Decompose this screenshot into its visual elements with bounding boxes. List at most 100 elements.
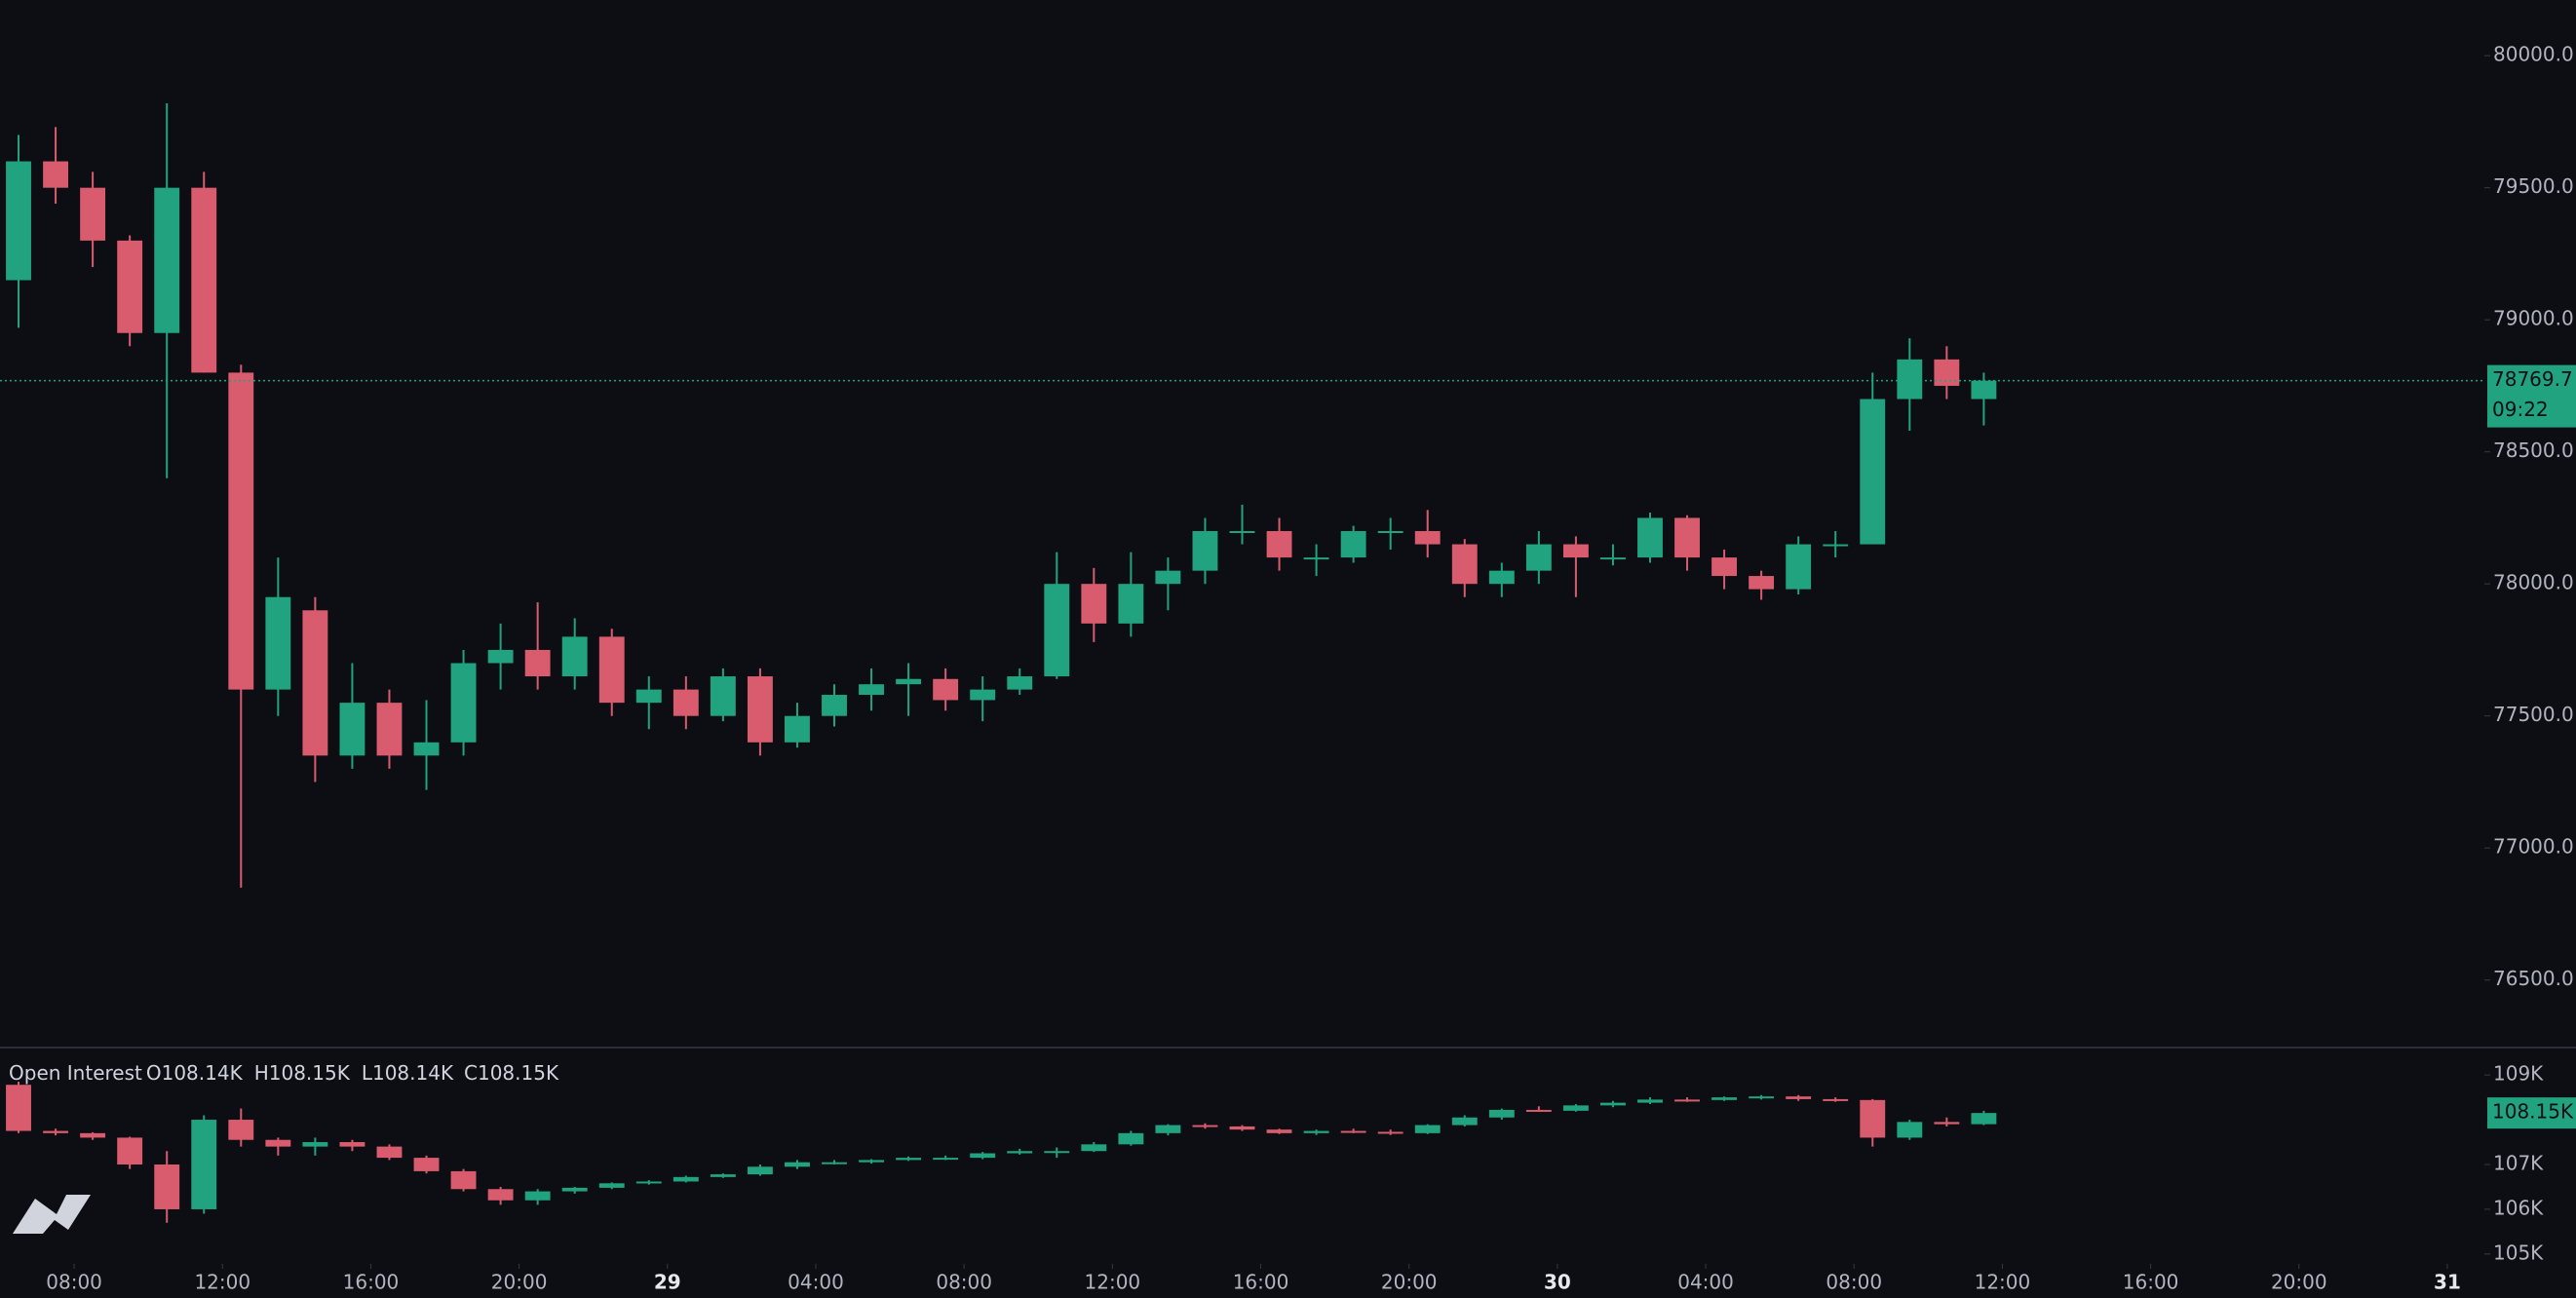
candle-body (1860, 399, 1886, 545)
y-tick-label: 105K (2493, 1241, 2544, 1264)
candle-body (191, 187, 217, 373)
candle-body (1192, 530, 1218, 571)
candle-body (1600, 1102, 1626, 1106)
indicator-value: L108.14K (362, 1061, 454, 1085)
candle-body (970, 1153, 996, 1159)
candle-body (339, 703, 365, 756)
x-tick-label: 30 (1544, 1271, 1571, 1294)
x-tick-label: 20:00 (1381, 1271, 1438, 1294)
candle-body (785, 1162, 810, 1167)
candle-body (265, 596, 291, 690)
y-tick-label: 79500.0 (2493, 174, 2574, 198)
candle-body (635, 689, 662, 704)
candle-body (1860, 1099, 1886, 1138)
last-price-box (2487, 364, 2576, 428)
candle-body (1451, 544, 1478, 585)
x-tick-label: 20:00 (491, 1271, 548, 1294)
candle-body (785, 715, 810, 743)
candle-body (1118, 1132, 1144, 1145)
candle-body (1674, 517, 1700, 558)
y-tick-label: 107K (2493, 1152, 2544, 1175)
candle-body (1637, 1099, 1663, 1103)
candle-body (1823, 544, 1849, 547)
candle-body (933, 1158, 959, 1161)
x-tick-label: 16:00 (1233, 1271, 1289, 1294)
countdown-label: 09:22 (2492, 398, 2549, 421)
x-tick-label: 29 (654, 1271, 681, 1294)
candle-body (1303, 557, 1329, 560)
candle-body (117, 1137, 143, 1164)
indicator-legend: Open Interest O108.14K H108.15K L108.14K C10… (9, 1061, 559, 1085)
candle-body (6, 1085, 31, 1131)
candle-body (1562, 544, 1589, 558)
candle-body (302, 610, 328, 756)
candle-body (450, 663, 477, 743)
y-tick-label: 80000.0 (2493, 43, 2574, 66)
y-tick-label: 106K (2493, 1196, 2544, 1219)
x-tick-label: 08:00 (1826, 1271, 1882, 1294)
logo[interactable] (13, 1195, 91, 1234)
candle-body (822, 1162, 847, 1164)
candle-body (265, 1139, 291, 1147)
candle-body (1229, 530, 1255, 533)
candle-body (228, 1120, 254, 1140)
candle-body (413, 742, 440, 756)
last-value-box (2487, 1097, 2576, 1129)
candle-body (1897, 359, 1923, 400)
x-tick-label: 20:00 (2271, 1271, 2327, 1294)
candle-body (1118, 584, 1144, 624)
candle-body (1044, 1151, 1070, 1154)
candle-body (376, 703, 403, 756)
candle-body (710, 1174, 736, 1177)
candle-body (1488, 1109, 1515, 1118)
candle-body (302, 1142, 328, 1147)
x-tick-label: 16:00 (2123, 1271, 2179, 1294)
candle-body (1562, 1105, 1589, 1111)
candle-body (1637, 517, 1663, 558)
y-tick-label: 109K (2493, 1062, 2544, 1086)
candle-body (1749, 1096, 1775, 1099)
candle-body (1971, 1113, 1997, 1125)
x-tick-label: 31 (2434, 1271, 2461, 1294)
candle-body (1934, 359, 1960, 386)
candle-body (1749, 576, 1775, 590)
candle-body (80, 187, 106, 241)
candle-body (191, 1120, 217, 1209)
candle-body (43, 1130, 69, 1133)
candle-body (822, 695, 847, 716)
candle-body (1711, 557, 1738, 577)
candle-body (1266, 1129, 1292, 1133)
candle-body (1674, 1099, 1700, 1102)
candle-body (1786, 1096, 1812, 1099)
candle-body (6, 161, 31, 281)
candle-body (413, 1158, 440, 1171)
candle-body (1007, 1151, 1033, 1154)
y-tick-label: 78500.0 (2493, 439, 2574, 462)
candle-body (673, 1176, 699, 1182)
y-tick-label: 77000.0 (2493, 835, 2574, 859)
candle-body (117, 240, 143, 333)
candle-body (376, 1146, 403, 1159)
candle-body (1229, 1126, 1255, 1130)
candle-body (933, 678, 959, 701)
candle-body (228, 372, 254, 690)
candle-body (1823, 1098, 1849, 1101)
x-tick-label: 04:00 (1677, 1271, 1734, 1294)
last-price-label: 78769.7 (2492, 367, 2573, 391)
indicator-value: H108.15K (254, 1061, 351, 1085)
candle-body (598, 636, 625, 704)
candle-body (1192, 1125, 1218, 1127)
candle-body (1525, 544, 1552, 571)
candle-body (561, 1187, 588, 1192)
indicator-value: C108.15K (464, 1061, 559, 1085)
candle-body (1414, 1125, 1441, 1133)
y-tick-label: 77500.0 (2493, 703, 2574, 726)
candle-body (1711, 1097, 1738, 1100)
y-tick-label: 79000.0 (2493, 307, 2574, 330)
x-tick-label: 12:00 (194, 1271, 250, 1294)
candle-body (896, 678, 922, 685)
x-tick-label: 08:00 (936, 1271, 992, 1294)
